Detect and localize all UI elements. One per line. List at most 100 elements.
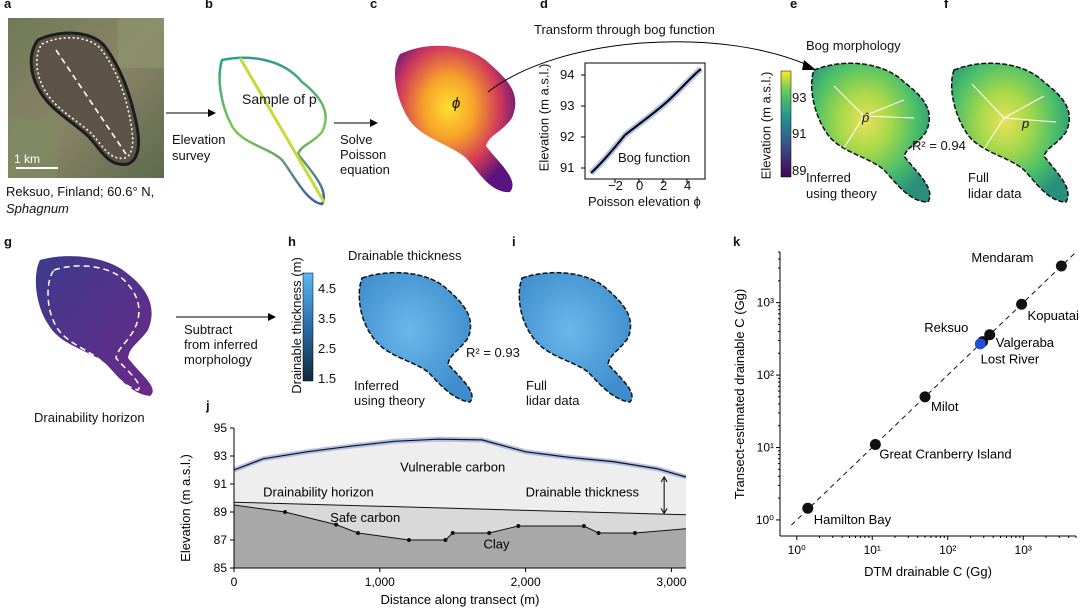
k-xtick-label: 10³ <box>1015 543 1032 557</box>
d-xtick-m2: −2 <box>608 178 623 193</box>
sample-label: Sample of p <box>242 92 317 107</box>
panel-letter-f: f <box>944 0 949 11</box>
d-ytick-93: 93 <box>560 98 575 113</box>
lidar-morphology-map <box>950 62 1071 203</box>
inferred-thickness-map <box>358 271 473 403</box>
sample-outline <box>218 56 327 206</box>
k-ytick-label: 10⁰ <box>756 513 774 527</box>
ef-cbar-label: Elevation (m a.s.l.) <box>758 71 774 180</box>
clay-label: Clay <box>483 536 510 551</box>
scatter-point-kopuatai <box>1016 298 1028 310</box>
r2-morphology: R² = 0.94 <box>912 138 966 153</box>
d-ytick-92: 92 <box>560 129 575 144</box>
core-point <box>596 531 601 535</box>
core-point <box>334 522 339 527</box>
transform-arrow <box>487 41 816 93</box>
drainable-carbon-scatter: 10⁰ 10⁰ 10¹ 10¹ 10² 10² 10³ 10³ DTM drainable C … <box>732 250 1079 579</box>
h-label-1: Inferred <box>354 378 399 393</box>
j-xlabel: Distance along transect (m) <box>381 592 540 607</box>
point-label-hamilton-bay: Hamilton Bay <box>814 512 892 527</box>
poisson-label-2: Poisson <box>340 147 387 162</box>
panel-letter-d: d <box>540 0 548 11</box>
inferred-label-1: Inferred <box>806 170 851 185</box>
bog-function-plot <box>581 62 706 183</box>
inferred-label-2: using theory <box>806 186 877 201</box>
d-ytick-94: 94 <box>560 67 575 82</box>
bog-function-label: Bog function <box>618 150 691 165</box>
site-caption: Reksuo, Finland; 60.6° N, <box>6 184 155 199</box>
ef-cbar-91: 91 <box>792 126 807 141</box>
point-label-milot: Milot <box>931 399 959 414</box>
subtract-label-3: morphology <box>184 352 252 367</box>
scatter-point-hamilton-bay <box>802 502 814 514</box>
point-label-lost-river: Lost River <box>981 352 1040 367</box>
panel-letter-k: k <box>733 234 741 249</box>
j-xtick-label: 3,000 <box>656 575 686 589</box>
sample-label-text: Sample of p <box>242 91 317 107</box>
hi-cbar-45: 4.5 <box>318 281 337 296</box>
drainability-horizon-map <box>35 256 153 396</box>
poisson-label-1: Solve <box>340 132 373 147</box>
arrow-g-to-h <box>176 313 276 321</box>
core-point <box>581 524 586 528</box>
scatter-point-reksuo <box>974 338 986 350</box>
lidar-thickness-map <box>518 271 633 403</box>
k-xtick-label: 10⁰ <box>788 543 806 557</box>
subtract-label-1: Subtract <box>184 322 233 337</box>
core-point <box>283 510 288 514</box>
scatter-point-milot <box>919 391 931 403</box>
scatter-point-valgeraba <box>984 329 996 341</box>
poisson-label-3: equation <box>340 162 390 177</box>
core-point <box>516 524 521 528</box>
lidar-label-2: lidar data <box>968 186 1022 201</box>
satellite-image <box>8 18 164 178</box>
j-xtick-label: 2,000 <box>511 575 541 589</box>
d-ytick-91: 91 <box>560 160 575 175</box>
drainable-thickness-label: Drainable thickness <box>526 485 640 500</box>
p-hat-symbol: p̂ <box>862 110 870 125</box>
k-ytick-label: 10³ <box>757 296 774 310</box>
point-label-kopuatai: Kopuatai <box>1028 308 1079 323</box>
p-symbol: p <box>1022 116 1030 131</box>
j-ylabel: Elevation (m a.s.l.) <box>178 454 193 562</box>
hi-cbar-35: 3.5 <box>318 311 337 326</box>
safe-carbon-label: Safe carbon <box>330 510 400 525</box>
hi-cbar-label: Drainable thickness (m) <box>288 257 304 394</box>
survey-label-2: survey <box>172 148 211 163</box>
core-point <box>406 538 411 542</box>
elevation-colorbar <box>780 70 792 178</box>
d-xlabel: Poisson elevation ϕ <box>588 194 701 209</box>
j-ytick-label: 95 <box>214 421 228 435</box>
hi-cbar-15: 1.5 <box>318 371 337 386</box>
k-ytick-label: 10² <box>757 368 774 382</box>
drainability-horizon-caption: Drainability horizon <box>34 410 145 425</box>
j-xtick-label: 1,000 <box>365 575 395 589</box>
d-xtick-2: 2 <box>660 178 668 193</box>
panel-letter-c: c <box>370 0 378 11</box>
thickness-arrow-head-bottom <box>660 508 668 515</box>
k-ylabel: Transect-estimated drainable C (Gg) <box>732 289 747 500</box>
ef-cbar-93: 93 <box>792 90 807 105</box>
r2-thickness: R² = 0.93 <box>466 345 520 360</box>
arrow-a-to-b <box>166 109 216 117</box>
phi-symbol: ϕ <box>452 95 461 112</box>
panel-letter-b: b <box>205 0 213 11</box>
point-label-mendaram: Mendaram <box>971 250 1033 265</box>
one-to-one-line <box>791 252 1076 526</box>
k-xtick-label: 10² <box>939 543 956 557</box>
scatter-point-great-cranberry-island <box>869 438 881 450</box>
point-label-valgeraba: Valgeraba <box>996 335 1055 350</box>
h-label-2: using theory <box>354 393 425 408</box>
core-point <box>450 531 455 535</box>
clay-region <box>234 505 686 568</box>
k-xtick-label: 10¹ <box>864 543 881 557</box>
core-point <box>632 531 637 535</box>
scatter-point-mendaram <box>1055 260 1067 272</box>
panel-letter-g: g <box>4 234 12 249</box>
d-xtick-4: 4 <box>684 178 692 193</box>
d-ylabel: Elevation (m a.s.l.) <box>536 63 552 172</box>
species-caption: Sphagnum <box>6 201 69 216</box>
k-ytick-label: 10¹ <box>757 440 774 454</box>
transform-label: Transform through bog function <box>534 22 715 37</box>
drainability-horizon-line <box>233 501 687 516</box>
